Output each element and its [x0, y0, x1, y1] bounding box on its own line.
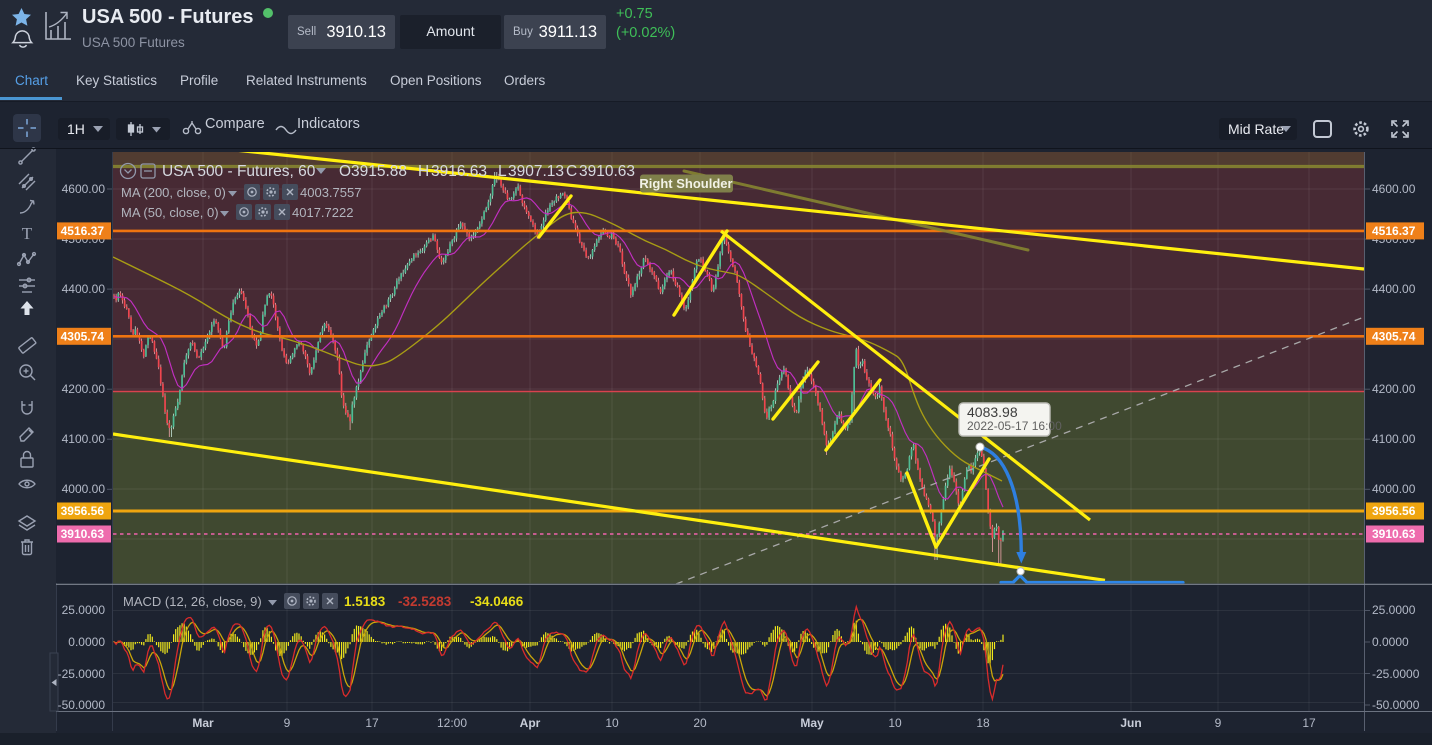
svg-text:3956.56: 3956.56: [1372, 504, 1416, 518]
svg-text:4017.7222: 4017.7222: [292, 205, 353, 220]
svg-text:9: 9: [284, 716, 291, 730]
svg-text:25.0000: 25.0000: [1372, 603, 1416, 617]
svg-text:Jun: Jun: [1120, 716, 1141, 730]
svg-text:4600.00: 4600.00: [1372, 182, 1416, 196]
svg-text:10: 10: [605, 716, 619, 730]
svg-text:O: O: [339, 163, 351, 180]
svg-text:4305.74: 4305.74: [1372, 329, 1416, 343]
svg-text:4516.37: 4516.37: [1372, 224, 1416, 238]
svg-text:-34.0466: -34.0466: [470, 594, 524, 609]
svg-text:-32.5283: -32.5283: [398, 594, 452, 609]
svg-text:MA (50, close, 0): MA (50, close, 0): [121, 205, 219, 220]
svg-text:3916.63: 3916.63: [431, 163, 487, 180]
svg-text:3956.56: 3956.56: [61, 504, 105, 518]
svg-text:4305.74: 4305.74: [61, 329, 105, 343]
svg-text:Apr: Apr: [520, 716, 541, 730]
svg-text:4516.37: 4516.37: [61, 224, 105, 238]
svg-text:-25.0000: -25.0000: [58, 667, 106, 681]
svg-text:-50.0000: -50.0000: [58, 698, 106, 712]
svg-text:-25.0000: -25.0000: [1372, 667, 1420, 681]
svg-text:1.5183: 1.5183: [344, 594, 386, 609]
svg-text:4400.00: 4400.00: [1372, 282, 1416, 296]
svg-text:0.0000: 0.0000: [1372, 635, 1409, 649]
svg-text:4100.00: 4100.00: [1372, 432, 1416, 446]
svg-text:4083.98: 4083.98: [967, 404, 1018, 420]
svg-text:4200.00: 4200.00: [62, 382, 106, 396]
svg-text:3907.13: 3907.13: [508, 163, 564, 180]
svg-text:12:00: 12:00: [437, 716, 467, 730]
svg-text:Mar: Mar: [192, 716, 214, 730]
svg-text:3910.63: 3910.63: [61, 527, 105, 541]
svg-text:10: 10: [888, 716, 902, 730]
svg-text:4000.00: 4000.00: [1372, 482, 1416, 496]
svg-text:4100.00: 4100.00: [62, 432, 106, 446]
svg-text:T: T: [22, 224, 33, 243]
svg-text:H: H: [418, 163, 429, 180]
svg-text:4600.00: 4600.00: [62, 182, 106, 196]
svg-text:0.0000: 0.0000: [68, 635, 105, 649]
svg-text:2022-05-17 16:00: 2022-05-17 16:00: [967, 419, 1062, 433]
svg-text:May: May: [800, 716, 824, 730]
svg-text:3915.88: 3915.88: [351, 163, 407, 180]
svg-text:3910.63: 3910.63: [579, 163, 635, 180]
svg-text:4000.00: 4000.00: [62, 482, 106, 496]
svg-text:Right Shoulder: Right Shoulder: [639, 176, 732, 191]
svg-text:C: C: [566, 163, 577, 180]
svg-text:L: L: [498, 163, 507, 180]
svg-text:MACD (12, 26, close, 9): MACD (12, 26, close, 9): [123, 594, 262, 609]
svg-text:MA (200, close, 0): MA (200, close, 0): [121, 185, 226, 200]
svg-text:4003.7557: 4003.7557: [300, 185, 361, 200]
svg-text:3910.63: 3910.63: [1372, 527, 1416, 541]
svg-text:9: 9: [1215, 716, 1222, 730]
svg-text:25.0000: 25.0000: [62, 603, 106, 617]
svg-text:4200.00: 4200.00: [1372, 382, 1416, 396]
svg-text:17: 17: [365, 716, 379, 730]
svg-text:USA 500 - Futures, 60: USA 500 - Futures, 60: [162, 163, 316, 180]
svg-text:18: 18: [976, 716, 990, 730]
svg-text:-50.0000: -50.0000: [1372, 698, 1420, 712]
svg-text:20: 20: [693, 716, 707, 730]
svg-text:4400.00: 4400.00: [62, 282, 106, 296]
svg-text:17: 17: [1302, 716, 1316, 730]
